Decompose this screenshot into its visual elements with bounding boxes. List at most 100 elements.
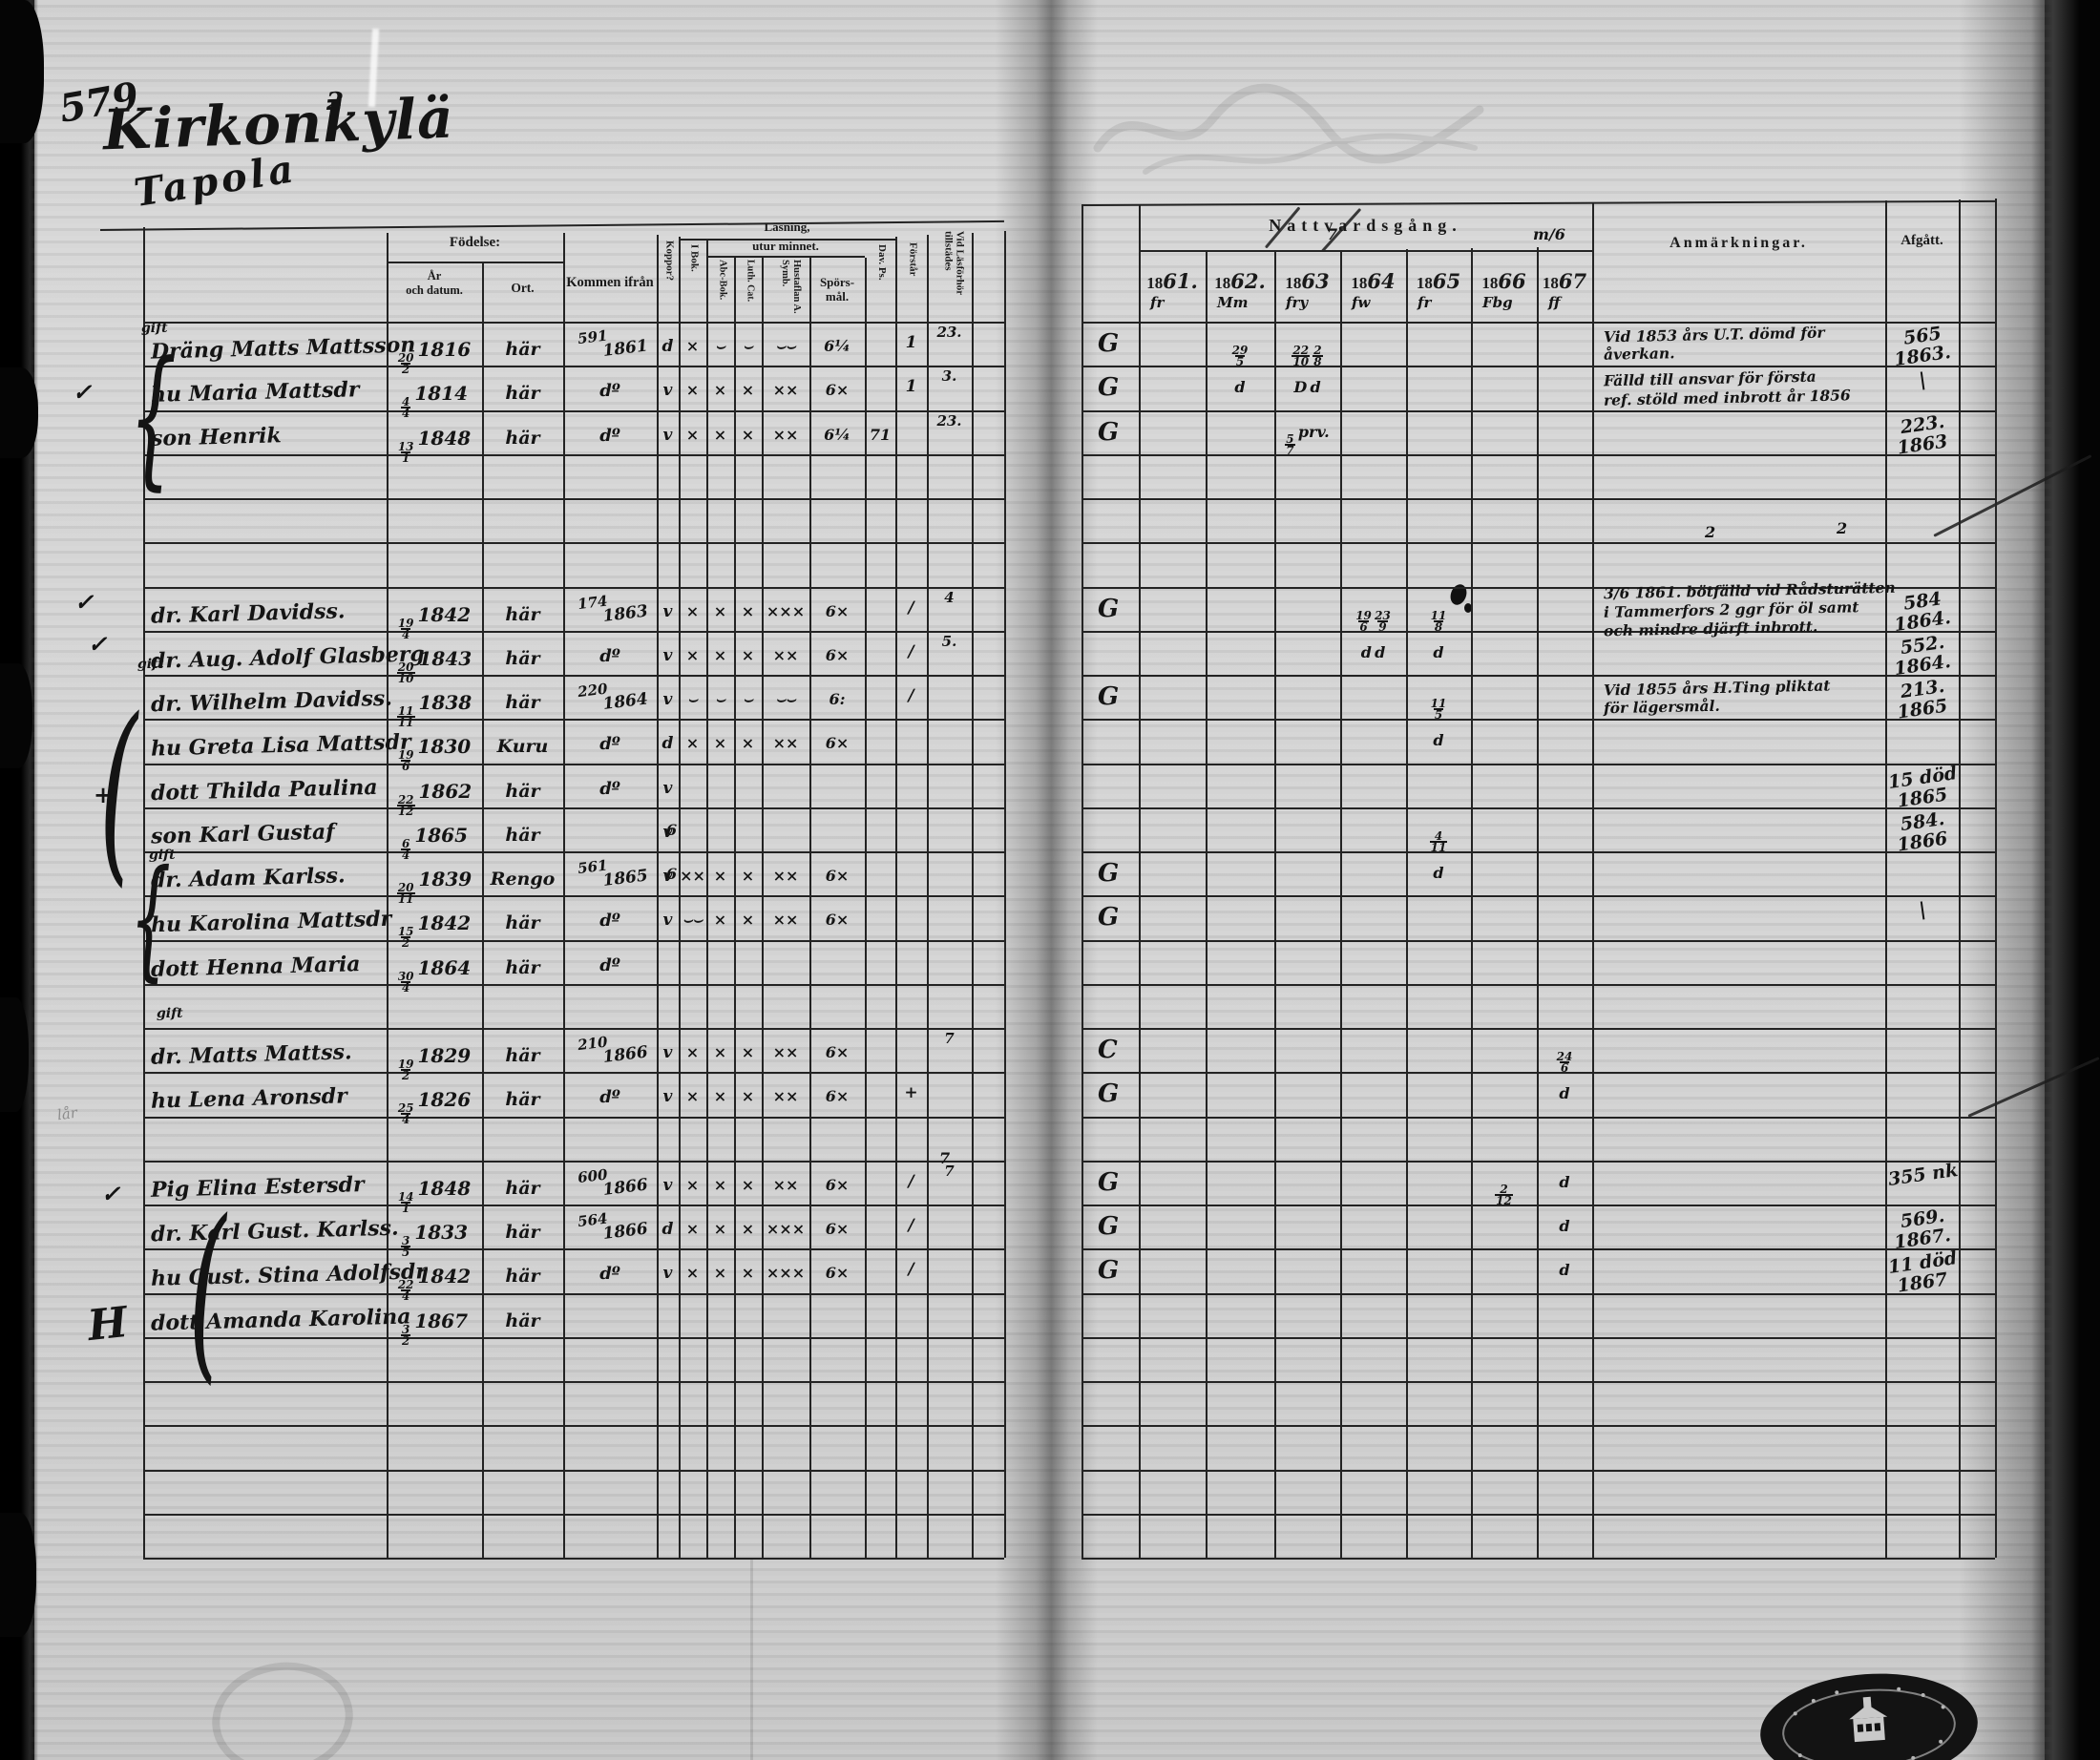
reading-mark: × — [741, 601, 755, 620]
reading-mark: 6× — [825, 1264, 850, 1283]
page-crease — [750, 1558, 753, 1760]
table-line — [809, 258, 811, 1558]
header-vid-lasforhor: Vid Läsförhör tillstädes — [942, 231, 966, 295]
understands-mark: 1 — [905, 377, 917, 397]
table-line — [143, 1336, 1004, 1339]
table-line — [1139, 250, 1592, 252]
understands-mark: ∕ — [908, 641, 914, 661]
communion-grade: G — [1098, 1167, 1120, 1197]
table-line — [1082, 895, 1995, 898]
book-spine-shadow — [995, 0, 1098, 1760]
margin-annotation: gift — [157, 1006, 183, 1021]
table-line — [482, 263, 484, 1558]
reading-mark: 6× — [825, 601, 850, 620]
margin-annotation: gift — [149, 848, 176, 863]
year-hand-note: Fbg — [1482, 294, 1513, 311]
reading-mark: ⌣ — [715, 337, 725, 355]
person-name: dott Henna Maria — [150, 951, 361, 982]
table-line — [143, 1558, 1004, 1560]
birth-place: här — [505, 647, 540, 669]
table-line — [1340, 250, 1342, 1558]
attendance-number: 3. — [941, 367, 957, 386]
table-line — [1082, 763, 1995, 765]
table-line — [1082, 1292, 1995, 1295]
header-year: 1867 — [1542, 269, 1587, 293]
table-line — [1082, 1248, 1995, 1251]
birth-date: 11 11 1838 — [396, 691, 472, 729]
birth-date: 19 2 1829 — [397, 1044, 472, 1082]
reading-mark: 6× — [825, 911, 850, 930]
reading-mark: × — [713, 601, 727, 620]
reading-mark: 6× — [825, 381, 850, 400]
table-line — [1082, 206, 1083, 1558]
came-from-ditto: dº — [599, 911, 620, 932]
table-line — [143, 542, 1004, 545]
reading-mark: × — [713, 911, 727, 930]
reading-mark: × — [741, 425, 755, 444]
table-line — [143, 939, 1004, 942]
table-line — [1139, 204, 1141, 1558]
reading-mark: × — [685, 1264, 700, 1283]
table-line — [143, 807, 1004, 809]
margin-annotation: gift — [137, 657, 164, 672]
table-line — [387, 262, 563, 263]
birth-place: Rengo — [490, 869, 556, 890]
communion-grade: G — [1098, 417, 1120, 447]
header-koppor: Koppor? — [663, 241, 676, 282]
table-line — [143, 322, 1004, 324]
communion-grade: G — [1098, 1256, 1120, 1286]
margin-brace: { — [129, 329, 178, 505]
communion-date: d — [1559, 1217, 1570, 1235]
smallpox-mark: v — [662, 425, 673, 445]
margin-annotation: 2 — [1837, 519, 1848, 537]
reading-mark: ××× — [766, 1220, 806, 1238]
table-line — [143, 498, 1004, 500]
reading-mark: ⌣⌣ — [775, 690, 796, 708]
table-line — [865, 258, 867, 1558]
margin-annotation: 6 — [666, 865, 678, 883]
communion-grade: C — [1098, 1036, 1118, 1064]
reading-mark: × — [713, 1264, 727, 1283]
reading-mark: × — [685, 1087, 700, 1106]
understands-mark: + — [904, 1083, 918, 1103]
margin-annotation: lår — [55, 1103, 79, 1124]
smallpox-mark: v — [662, 822, 673, 842]
understands-mark: ∕ — [908, 1216, 914, 1235]
birth-date: 30 4 1864 — [397, 955, 472, 995]
reading-mark: × — [713, 1043, 727, 1061]
margin-annotation: m/6 — [1533, 225, 1565, 243]
smallpox-mark: d — [662, 337, 674, 356]
communion-date: 11 5 — [1430, 697, 1447, 722]
table-line — [972, 233, 974, 1558]
table-line — [1471, 248, 1473, 1558]
header-forstar: Förstår — [907, 242, 919, 277]
table-line — [1082, 1160, 1995, 1163]
table-line — [1082, 939, 1995, 942]
year-hand-note: Mm — [1217, 294, 1249, 311]
reading-mark: ⌣ — [743, 337, 753, 355]
church-seal-stamp — [1760, 1673, 1978, 1760]
person-name: dr. Adam Karlss. — [150, 863, 346, 893]
understands-mark: ∕ — [908, 1260, 914, 1280]
smallpox-mark: v — [662, 690, 673, 709]
came-from-ditto: dº — [599, 645, 620, 666]
paper-background — [34, 0, 2045, 1760]
attendance-number: 7 — [944, 1030, 955, 1047]
header-ort: Ort. — [511, 281, 535, 295]
smallpox-mark: v — [662, 645, 673, 665]
communion-date: 29 5 — [1231, 344, 1249, 368]
birth-place: här — [505, 1089, 540, 1111]
reading-mark: ×× — [772, 425, 799, 444]
smallpox-mark: v — [662, 911, 673, 931]
smallpox-mark: d — [662, 734, 674, 754]
reading-mark: 6× — [825, 1220, 850, 1238]
table-line — [143, 983, 1004, 986]
birth-date: 22 4 1842 — [397, 1265, 472, 1304]
smallpox-mark: v — [662, 867, 673, 886]
reading-mark: ×× — [772, 734, 799, 753]
table-line — [1082, 586, 1995, 589]
communion-date: d — [1433, 864, 1444, 882]
reading-mark: 6× — [825, 1175, 850, 1194]
remark-note: och mindre djärft inbrott. — [1603, 617, 1818, 639]
